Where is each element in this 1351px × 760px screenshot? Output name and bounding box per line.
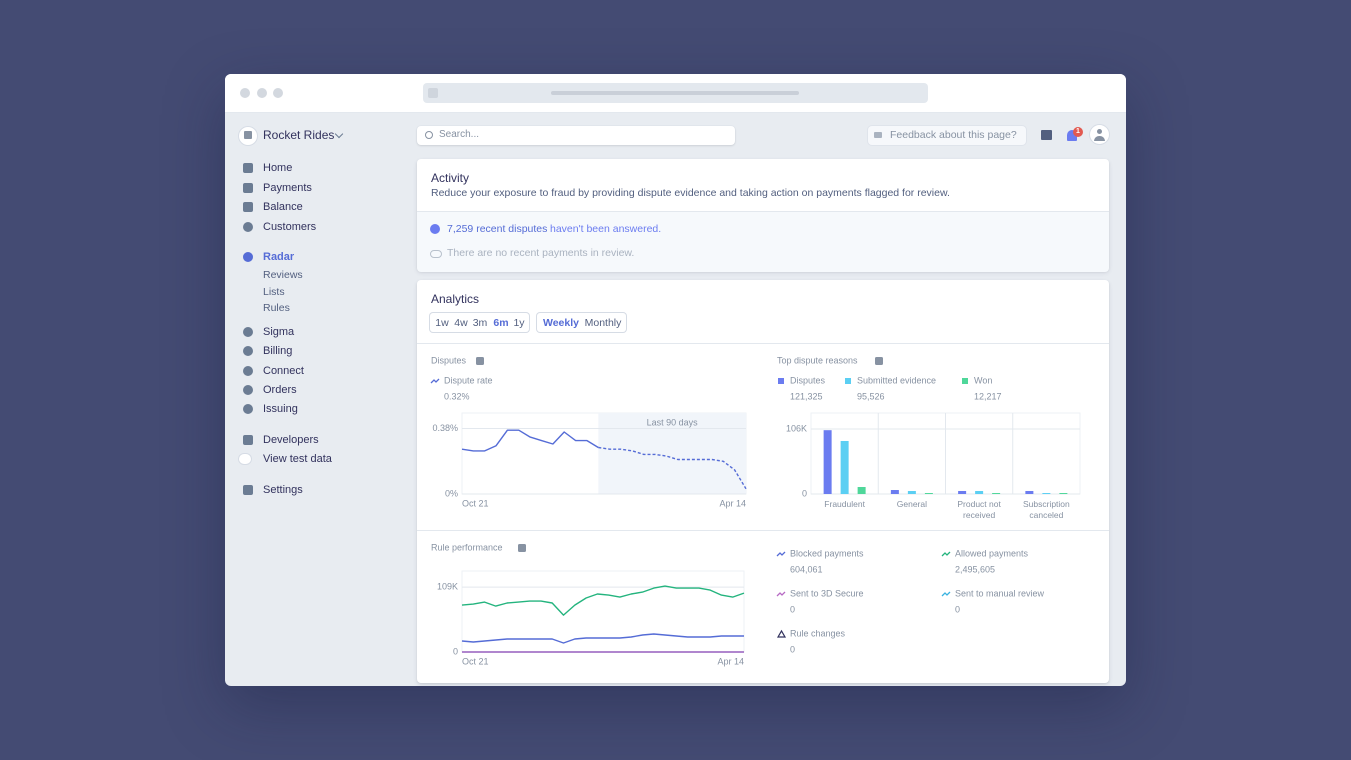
analytics-title: Analytics <box>431 292 480 306</box>
x-tick-label: General <box>896 499 927 509</box>
nav-item[interactable]: Rules <box>263 302 290 314</box>
feedback-label[interactable]: Feedback about this page? <box>890 129 1017 141</box>
nav-item[interactable]: Orders <box>263 384 297 396</box>
nav-item[interactable]: View test data <box>263 453 332 465</box>
nav-icon <box>243 163 253 173</box>
search-box[interactable] <box>417 126 735 145</box>
interval-button[interactable]: Monthly <box>584 317 622 329</box>
nav-item[interactable]: Sigma <box>263 326 295 338</box>
nav-icon <box>243 385 253 395</box>
avatar-body <box>1094 136 1105 141</box>
activity-footer <box>417 211 1109 272</box>
x-tick-label: Subscription canceled <box>1022 499 1070 520</box>
interval-button[interactable]: Weekly <box>543 317 579 329</box>
account-name[interactable]: Rocket Rides <box>263 128 335 142</box>
nav-icon <box>243 346 253 356</box>
nav-item[interactable]: Customers <box>263 221 317 233</box>
alert-icon <box>430 224 440 234</box>
reviews-text: There are no recent payments in review. <box>447 247 635 259</box>
x-tick-label: Product not received <box>957 499 1001 520</box>
nav-icon <box>243 327 253 337</box>
nav-item[interactable]: Balance <box>263 201 303 213</box>
docs-icon[interactable] <box>1041 130 1052 140</box>
nav-icon <box>243 485 253 495</box>
address-line <box>551 91 799 95</box>
nav-item[interactable]: Developers <box>263 434 319 446</box>
disputes-text: haven't been answered. <box>550 223 662 235</box>
disputes-link[interactable]: 7,259 recent disputes <box>447 223 548 235</box>
eye-icon <box>430 250 442 258</box>
avatar-head <box>1097 129 1102 134</box>
card-divider <box>417 530 1109 531</box>
nav-icon <box>243 252 253 262</box>
nav-icon <box>243 435 253 445</box>
bell-icon[interactable] <box>1067 130 1077 141</box>
account-icon-inner <box>244 131 252 139</box>
window-dot <box>257 88 267 98</box>
nav-item[interactable]: Billing <box>263 345 293 357</box>
nav-item[interactable]: Issuing <box>263 403 298 415</box>
range-button[interactable]: 1w <box>435 317 449 329</box>
search-icon <box>425 131 433 139</box>
window-dot <box>273 88 283 98</box>
window-dot <box>240 88 250 98</box>
range-button[interactable]: 6m <box>493 317 509 329</box>
toggle-icon <box>239 454 251 464</box>
card-divider <box>417 343 1109 344</box>
analytics-card <box>417 280 1109 683</box>
nav-icon <box>243 183 253 193</box>
range-button[interactable]: 1y <box>513 317 525 329</box>
nav-item[interactable]: Reviews <box>263 269 303 281</box>
avatar[interactable] <box>1090 125 1109 144</box>
nav-item[interactable]: Connect <box>263 365 304 377</box>
nav-item[interactable]: Radar <box>263 251 295 263</box>
range-button[interactable]: 3m <box>472 317 488 329</box>
nav-icon <box>243 222 253 232</box>
nav-icon <box>243 366 253 376</box>
x-tick-label: Fraudulent <box>824 499 865 509</box>
address-icon <box>428 88 438 98</box>
notification-badge <box>1073 127 1083 137</box>
feedback-button[interactable] <box>868 126 1026 145</box>
notification-count: 1 <box>1076 128 1080 135</box>
nav-icon <box>243 202 253 212</box>
feedback-icon <box>874 132 882 138</box>
nav-item[interactable]: Home <box>263 162 293 174</box>
activity-title: Activity <box>431 171 470 185</box>
nav-item[interactable]: Payments <box>263 182 312 194</box>
nav-icon <box>243 404 253 414</box>
nav-item[interactable]: Settings <box>263 484 303 496</box>
search-placeholder[interactable]: Search... <box>439 129 480 140</box>
nav-item[interactable]: Lists <box>263 286 285 298</box>
activity-subtitle: Reduce your exposure to fraud by providi… <box>431 187 950 199</box>
range-button[interactable]: 4w <box>454 317 468 329</box>
